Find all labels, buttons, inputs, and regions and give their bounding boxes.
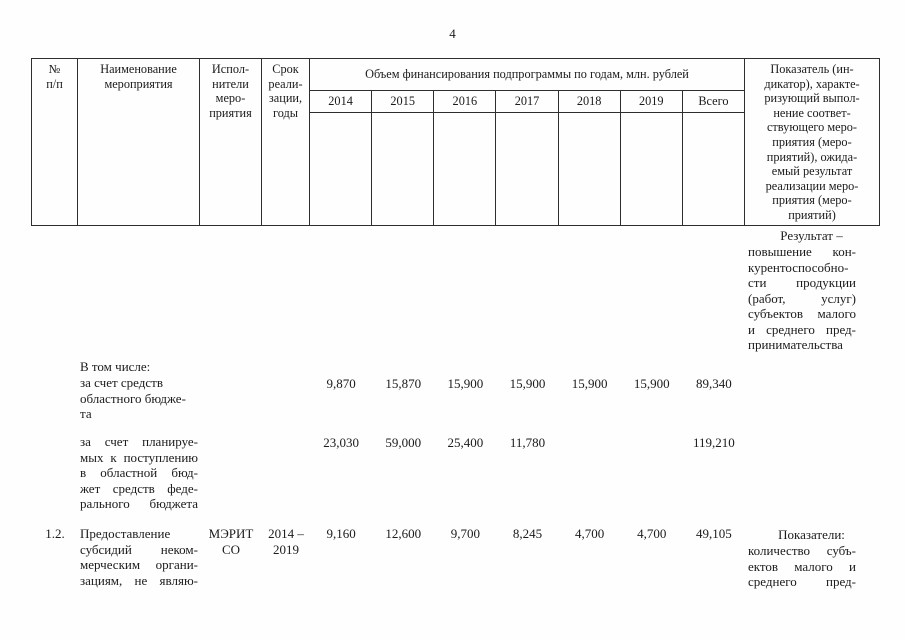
header-cell-financing-group: Объем финансирования подпрограммы по год… <box>310 59 745 225</box>
row-1-2-executors: МЭРИТ СО <box>208 526 254 557</box>
value-cell: 4,700 <box>575 526 605 541</box>
year-column: 2018 <box>558 91 621 225</box>
header-cell-name: Наименование мероприятия <box>78 59 200 225</box>
value-cell: 12,600 <box>385 526 422 541</box>
value-cell: 11,780 <box>509 435 546 450</box>
value-cell: 15,900 <box>571 376 608 391</box>
row-1-2-indicator-text: количество субъ- ектов малого и среднего… <box>748 543 856 589</box>
year-header: 2016 <box>434 91 496 113</box>
row-1-2-number: 1.2. <box>45 526 65 541</box>
result-text: повышение кон- курентоспособно- сти прод… <box>748 244 856 352</box>
year-header: 2019 <box>620 91 682 113</box>
year-column: Всего <box>682 91 744 225</box>
value-cell: 9,700 <box>450 526 480 541</box>
row-1-2-values: 9,160 12,600 9,700 8,245 4,700 4,700 49,… <box>310 526 745 542</box>
value-cell: 15,900 <box>509 376 546 391</box>
header-cell-executors: Испол- нители меро- приятия <box>200 59 262 225</box>
row-1-2-indicator-label: Показатели: <box>778 527 845 542</box>
value-cell: 59,000 <box>385 435 422 450</box>
value-cell <box>559 435 621 451</box>
value-cell: 25,400 <box>447 435 484 450</box>
including-label: В том числе: <box>80 359 151 374</box>
header-cell-term: Срок реали- зации, годы <box>262 59 310 225</box>
year-column: 2014 <box>310 91 373 225</box>
row-1-2-name: Предоставление субсидий неком- мерческим… <box>80 526 198 588</box>
value-cell: 8,245 <box>512 526 543 541</box>
regional-budget-label: за счет средств областного бюдже- та <box>80 375 186 421</box>
financing-group-title: Объем финансирования подпрограммы по год… <box>310 59 744 91</box>
value-cell: 9,870 <box>326 376 356 391</box>
page-number: 4 <box>449 26 456 41</box>
regional-budget-values: 9,870 15,870 15,900 15,900 15,900 15,900… <box>310 376 745 392</box>
value-cell: 15,900 <box>447 376 484 391</box>
year-header-total: Всего <box>682 91 744 113</box>
value-cell: 119,210 <box>693 435 735 450</box>
value-cell: 23,030 <box>323 435 359 450</box>
federal-budget-values: 23,030 59,000 25,400 11,780 119,210 <box>310 435 745 451</box>
year-column: 2015 <box>372 91 435 225</box>
year-column: 2017 <box>496 91 559 225</box>
value-cell: 15,900 <box>633 376 670 391</box>
financing-year-columns: 2014 2015 2016 2017 2018 2019 Всего <box>310 91 744 225</box>
header-cell-indicator: Показатель (ин- дикатор), характе- ризую… <box>764 62 860 222</box>
value-cell: 49,105 <box>696 526 732 541</box>
federal-budget-label: за счет планируе- мых к поступлению в об… <box>80 434 198 511</box>
value-cell <box>621 435 683 451</box>
year-header: 2018 <box>558 91 620 113</box>
year-column: 2019 <box>620 91 683 225</box>
year-header: 2017 <box>496 91 558 113</box>
year-header: 2014 <box>310 91 372 113</box>
header-cell-num: № п/п <box>32 59 78 225</box>
value-cell: 9,160 <box>326 526 356 541</box>
value-cell: 89,340 <box>696 376 732 391</box>
value-cell: 4,700 <box>637 526 667 541</box>
result-label: Результат – <box>780 228 843 243</box>
year-column: 2016 <box>434 91 497 225</box>
row-1-2-term: 2014 – 2019 <box>268 526 304 557</box>
table-header: № п/п Наименование мероприятия Испол- ни… <box>31 58 880 226</box>
year-header: 2015 <box>372 91 434 113</box>
value-cell: 15,870 <box>385 376 422 391</box>
